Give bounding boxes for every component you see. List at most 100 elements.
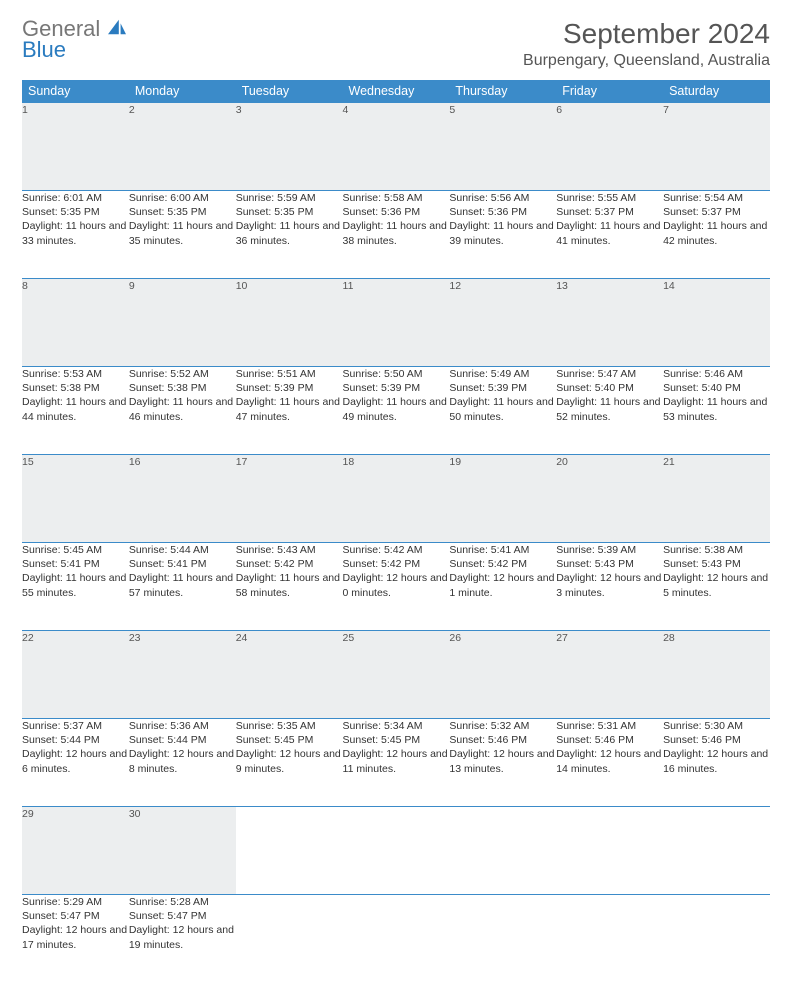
sunset-line: Sunset: 5:44 PM	[129, 734, 207, 746]
day-number-cell: 18	[343, 455, 450, 543]
daynum-row: 22232425262728	[22, 631, 770, 719]
daylight-line: Daylight: 12 hours and 11 minutes.	[343, 748, 448, 774]
daylight-line: Daylight: 11 hours and 39 minutes.	[449, 220, 553, 246]
day-detail-cell: Sunrise: 5:34 AM Sunset: 5:45 PM Daylight:…	[343, 719, 450, 807]
day-detail-cell: Sunrise: 5:47 AMSunset: 5:40 PMDaylight:…	[556, 367, 663, 455]
day-detail-cell: Sunrise: 5:58 AM Sunset: 5:36 PM Daylight:…	[343, 191, 450, 279]
daylight-line: Daylight: 11 hours and 41 minutes.	[556, 220, 660, 246]
day-number-cell: 12	[449, 279, 556, 367]
day-number-cell: 17	[236, 455, 343, 543]
sunrise-line: Sunrise: 5:31 AM	[556, 720, 636, 732]
sunset-line: Sunset: 5:39 PM	[236, 382, 314, 394]
day-detail-cell: Sunrise: 5:30 AMSunset: 5:46 PMDaylight:…	[663, 719, 770, 807]
day-header: Thursday	[449, 80, 556, 103]
sunrise-line: Sunrise: 5:56 AM	[449, 192, 529, 204]
sunset-line: Sunset: 5:45 PM	[343, 734, 421, 746]
sunset-line: Sunset: 5:46 PM	[556, 734, 634, 746]
daylight-line: Daylight: 12 hours and 0 minutes.	[343, 572, 448, 598]
day-number-cell: 9	[129, 279, 236, 367]
sunset-line: Sunset: 5:41 PM	[129, 558, 207, 570]
daylight-line: Daylight: 11 hours and 55 minutes.	[22, 572, 126, 598]
day-number-cell: 23	[129, 631, 236, 719]
daylight-line: Daylight: 11 hours and 36 minutes.	[236, 220, 340, 246]
sunset-line: Sunset: 5:47 PM	[129, 910, 207, 922]
sunrise-line: Sunrise: 5:55 AM	[556, 192, 636, 204]
day-number-cell: 24	[236, 631, 343, 719]
day-detail-cell: Sunrise: 5:31 AMSunset: 5:46 PMDaylight:…	[556, 719, 663, 807]
sunrise-line: Sunrise: 5:35 AM	[236, 720, 316, 732]
sunrise-line: Sunrise: 5:30 AM	[663, 720, 743, 732]
header: General Blue September 2024 Burpengary, …	[22, 18, 770, 74]
detail-row: Sunrise: 6:01 AMSunset: 5:35 PMDaylight:…	[22, 191, 770, 279]
day-number-cell: 4	[343, 103, 450, 191]
day-detail-cell: Sunrise: 5:49 AMSunset: 5:39 PMDaylight:…	[449, 367, 556, 455]
sunset-line: Sunset: 5:37 PM	[556, 206, 634, 218]
day-number-cell: 11	[343, 279, 450, 367]
location: Burpengary, Queensland, Australia	[523, 52, 770, 70]
daylight-line: Daylight: 12 hours and 6 minutes.	[22, 748, 127, 774]
daylight-line: Daylight: 12 hours and 19 minutes.	[129, 924, 234, 950]
day-number-cell: 25	[343, 631, 450, 719]
day-number-cell: 7	[663, 103, 770, 191]
daylight-line: Daylight: 11 hours and 58 minutes.	[236, 572, 340, 598]
calendar-table: SundayMondayTuesdayWednesdayThursdayFrid…	[22, 80, 770, 983]
sunrise-line: Sunrise: 5:47 AM	[556, 368, 636, 380]
sunset-line: Sunset: 5:40 PM	[663, 382, 741, 394]
day-number-cell	[449, 807, 556, 895]
day-number-cell: 21	[663, 455, 770, 543]
daylight-line: Daylight: 11 hours and 46 minutes.	[129, 396, 233, 422]
daylight-line: Daylight: 12 hours and 5 minutes.	[663, 572, 768, 598]
day-number-cell: 19	[449, 455, 556, 543]
sunset-line: Sunset: 5:36 PM	[449, 206, 527, 218]
sunrise-line: Sunrise: 5:28 AM	[129, 896, 209, 908]
day-number-cell	[343, 807, 450, 895]
sunset-line: Sunset: 5:42 PM	[343, 558, 421, 570]
day-header: Sunday	[22, 80, 129, 103]
sunset-line: Sunset: 5:38 PM	[129, 382, 207, 394]
sunrise-line: Sunrise: 5:43 AM	[236, 544, 316, 556]
day-detail-cell: Sunrise: 5:46 AMSunset: 5:40 PMDaylight:…	[663, 367, 770, 455]
sail-icon	[106, 18, 128, 36]
sunset-line: Sunset: 5:37 PM	[663, 206, 741, 218]
day-number-cell: 20	[556, 455, 663, 543]
day-detail-cell: Sunrise: 5:29 AMSunset: 5:47 PMDaylight:…	[22, 895, 129, 983]
sunrise-line: Sunrise: 5:52 AM	[129, 368, 209, 380]
daylight-line: Daylight: 11 hours and 53 minutes.	[663, 396, 767, 422]
day-detail-cell: Sunrise: 5:50 AMSunset: 5:39 PMDaylight:…	[343, 367, 450, 455]
logo-text: General Blue	[22, 18, 128, 61]
day-detail-cell: Sunrise: 5:32 AMSunset: 5:46 PMDaylight:…	[449, 719, 556, 807]
sunrise-line: Sunrise: 5:58 AM	[343, 192, 423, 204]
day-detail-cell	[343, 895, 450, 983]
sunset-line: Sunset: 5:36 PM	[343, 206, 421, 218]
daylight-line: Daylight: 11 hours and 33 minutes.	[22, 220, 126, 246]
sunset-line: Sunset: 5:39 PM	[449, 382, 527, 394]
sunset-line: Sunset: 5:46 PM	[663, 734, 741, 746]
sunset-line: Sunset: 5:47 PM	[22, 910, 100, 922]
day-detail-cell: Sunrise: 5:35 AMSunset: 5:45 PMDaylight:…	[236, 719, 343, 807]
sunrise-line: Sunrise: 5:50 AM	[343, 368, 423, 380]
day-detail-cell: Sunrise: 5:56 AM Sunset: 5:36 PM Daylight:…	[449, 191, 556, 279]
sunrise-line: Sunrise: 5:51 AM	[236, 368, 316, 380]
sunrise-line: Sunrise: 5:59 AM	[236, 192, 316, 204]
sunset-line: Sunset: 5:41 PM	[22, 558, 100, 570]
day-detail-cell: Sunrise: 5:52 AM Sunset: 5:38 PM Daylight:…	[129, 367, 236, 455]
day-number-cell: 1	[22, 103, 129, 191]
daylight-line: Daylight: 11 hours and 35 minutes.	[129, 220, 233, 246]
day-number-cell: 6	[556, 103, 663, 191]
day-detail-cell: Sunrise: 5:45 AMSunset: 5:41 PMDaylight:…	[22, 543, 129, 631]
detail-row: Sunrise: 5:45 AMSunset: 5:41 PMDaylight:…	[22, 543, 770, 631]
sunrise-line: Sunrise: 5:39 AM	[556, 544, 636, 556]
sunrise-line: Sunrise: 5:34 AM	[343, 720, 423, 732]
day-detail-cell: Sunrise: 5:28 AM Sunset: 5:47 PM Daylight:…	[129, 895, 236, 983]
day-detail-cell: Sunrise: 5:51 AMSunset: 5:39 PMDaylight:…	[236, 367, 343, 455]
sunrise-line: Sunrise: 5:38 AM	[663, 544, 743, 556]
sunrise-line: Sunrise: 5:36 AM	[129, 720, 209, 732]
sunset-line: Sunset: 5:44 PM	[22, 734, 100, 746]
day-detail-cell	[663, 895, 770, 983]
daynum-row: 891011121314	[22, 279, 770, 367]
title-block: September 2024 Burpengary, Queensland, A…	[523, 18, 770, 74]
sunrise-line: Sunrise: 5:41 AM	[449, 544, 529, 556]
sunrise-line: Sunrise: 5:37 AM	[22, 720, 102, 732]
day-number-cell: 28	[663, 631, 770, 719]
daylight-line: Daylight: 11 hours and 38 minutes.	[343, 220, 447, 246]
